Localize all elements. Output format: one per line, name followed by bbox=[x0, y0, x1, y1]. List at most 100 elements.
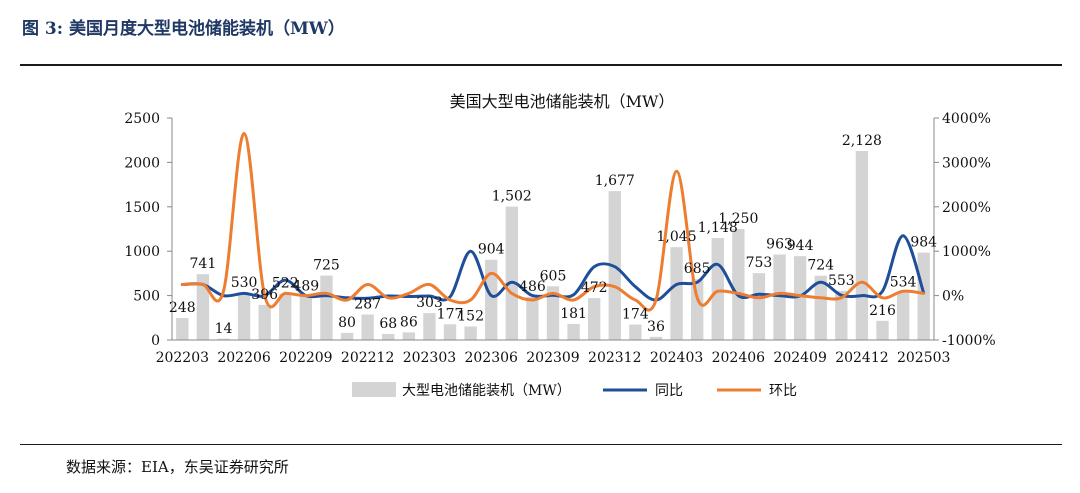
bar bbox=[258, 304, 271, 340]
bar bbox=[732, 229, 745, 340]
legend-label: 大型电池储能装机（MW） bbox=[402, 383, 571, 399]
legend-label: 同比 bbox=[655, 383, 683, 399]
source-note: 数据来源：EIA，东吴证券研究所 bbox=[66, 458, 289, 476]
bar bbox=[443, 324, 457, 340]
bar-data-label: 472 bbox=[581, 280, 608, 296]
right-tick-label: 2000% bbox=[942, 200, 991, 216]
x-tick-label: 202206 bbox=[217, 350, 271, 366]
bar-data-label: 86 bbox=[400, 314, 418, 330]
bar-data-label: 963 bbox=[766, 236, 793, 252]
bar-data-label: 1,148 bbox=[698, 220, 738, 236]
bar bbox=[588, 298, 601, 340]
left-tick-label: 1000 bbox=[124, 244, 160, 260]
bar bbox=[670, 247, 683, 340]
bar-series bbox=[176, 151, 930, 340]
line-series-2 bbox=[180, 131, 926, 312]
bar-data-label: 1,045 bbox=[657, 229, 697, 245]
bar bbox=[917, 252, 930, 340]
bar bbox=[485, 259, 498, 340]
bar bbox=[237, 292, 251, 340]
right-tick-label: 0% bbox=[942, 289, 964, 305]
bar bbox=[649, 336, 663, 340]
x-tick-label: 202312 bbox=[588, 350, 641, 366]
left-tick-label: 2500 bbox=[124, 111, 160, 127]
bar-data-label: 396 bbox=[251, 287, 278, 303]
right-tick-label: 1000% bbox=[942, 244, 991, 260]
bar bbox=[711, 238, 724, 340]
bar-data-label: 685 bbox=[684, 261, 711, 277]
bar-data-label: 944 bbox=[787, 238, 814, 254]
bar-data-label: 530 bbox=[231, 275, 258, 291]
legend-label: 环比 bbox=[769, 383, 797, 399]
bar bbox=[690, 279, 704, 340]
axes: 0 500 1000 1500 2000 2500 -1000% 0% 1000% 2000% 30… bbox=[124, 111, 995, 366]
bar-data-label: 287 bbox=[354, 297, 381, 313]
bar-data-label: 1,677 bbox=[595, 173, 635, 189]
x-tick-label: 202403 bbox=[650, 350, 703, 366]
bar bbox=[279, 293, 292, 340]
bar bbox=[793, 256, 807, 340]
bar-data-label: 522 bbox=[272, 276, 299, 292]
bottom-rule bbox=[20, 444, 1062, 445]
bar-data-label: 724 bbox=[807, 258, 834, 274]
x-tick-label: 202212 bbox=[341, 350, 394, 366]
bar-data-label: 80 bbox=[338, 315, 356, 331]
bar-data-label: 605 bbox=[540, 268, 567, 284]
bar-data-label: 1,250 bbox=[718, 211, 758, 227]
x-tick-label: 202306 bbox=[464, 350, 518, 366]
bar-data-label: 489 bbox=[292, 279, 319, 295]
bar-data-label: 1,502 bbox=[492, 189, 532, 205]
bar bbox=[505, 206, 518, 340]
figure-title: 图 3: 美国月度大型电池储能装机（MW） bbox=[22, 19, 345, 39]
bar-data-label: 68 bbox=[379, 316, 397, 332]
right-tick-label: 3000% bbox=[942, 155, 991, 171]
bar bbox=[526, 296, 539, 340]
x-tick-label: 202303 bbox=[403, 350, 456, 366]
x-tick-label: 202503 bbox=[897, 350, 950, 366]
bar-data-label: 216 bbox=[869, 303, 896, 319]
bar-data-label: 904 bbox=[478, 242, 505, 258]
bar-data-label: 248 bbox=[169, 300, 196, 316]
bar-data-label: 486 bbox=[519, 279, 546, 295]
legend-swatch-bar bbox=[352, 382, 396, 397]
bar bbox=[423, 313, 436, 340]
right-tick-label: 4000% bbox=[942, 111, 991, 127]
legend: 大型电池储能装机（MW） 同比 环比 bbox=[352, 382, 797, 399]
bar bbox=[546, 286, 560, 340]
bar bbox=[217, 338, 230, 340]
left-tick-label: 2000 bbox=[124, 155, 160, 171]
bar-data-label: 181 bbox=[560, 306, 587, 322]
bar-data-label: 553 bbox=[828, 273, 855, 289]
bar bbox=[855, 151, 869, 340]
bar bbox=[320, 275, 333, 340]
right-tick-label: -1000% bbox=[942, 333, 996, 349]
bar-data-label: 177 bbox=[437, 306, 464, 322]
bar-data-label: 14 bbox=[215, 321, 233, 337]
bar bbox=[773, 254, 786, 340]
bar bbox=[896, 292, 910, 340]
bar-data-label: 2,128 bbox=[842, 133, 882, 149]
bar bbox=[402, 332, 416, 340]
x-tick-label: 202409 bbox=[773, 350, 826, 366]
chart-title: 美国大型电池储能装机（MW） bbox=[450, 92, 675, 111]
line-series-group bbox=[180, 131, 926, 312]
bar-data-label: 534 bbox=[890, 275, 917, 291]
bar-data-label: 152 bbox=[457, 309, 484, 325]
bar bbox=[464, 326, 477, 340]
left-tick-label: 500 bbox=[133, 289, 160, 305]
bar bbox=[196, 274, 210, 340]
bar-data-label: 36 bbox=[647, 319, 665, 335]
bar bbox=[361, 314, 374, 340]
bar bbox=[567, 323, 580, 340]
bar bbox=[629, 324, 642, 340]
bar-data-label: 174 bbox=[622, 307, 649, 323]
bar bbox=[176, 317, 189, 340]
x-tick-label: 202412 bbox=[835, 350, 888, 366]
bar bbox=[835, 290, 848, 340]
bar bbox=[299, 296, 313, 340]
bar-data-label: 984 bbox=[910, 235, 937, 251]
bar bbox=[752, 273, 766, 340]
bar-data-label: 303 bbox=[416, 295, 443, 311]
left-tick-label: 1500 bbox=[124, 200, 160, 216]
